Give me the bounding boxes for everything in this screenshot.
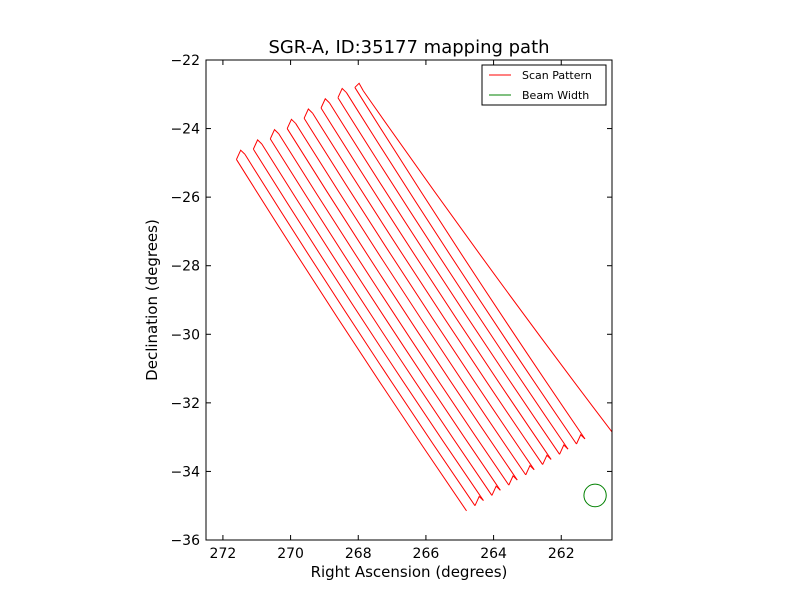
x-tick-label: 262 xyxy=(548,546,575,562)
scan-turnaround xyxy=(354,82,364,92)
y-tick-label: −34 xyxy=(170,464,200,480)
y-axis-label: Declination (degrees) xyxy=(143,219,161,381)
y-tick-label: −24 xyxy=(170,122,200,138)
scan-line xyxy=(244,154,476,506)
scan-line xyxy=(320,107,552,460)
scan-line xyxy=(261,143,493,496)
scan-line xyxy=(362,90,612,433)
x-tick-label: 268 xyxy=(345,546,372,562)
scan-line xyxy=(329,102,560,455)
x-tick-label: 264 xyxy=(480,546,507,562)
scan-turnaround xyxy=(252,139,263,150)
scan-line xyxy=(345,92,577,445)
y-tick-label: −30 xyxy=(170,327,200,343)
beam-width-series xyxy=(583,483,607,508)
x-tick-label: 270 xyxy=(277,546,304,562)
y-tick-label: −28 xyxy=(170,259,200,275)
x-tick-label: 272 xyxy=(210,546,237,562)
y-tick-label: −22 xyxy=(170,53,200,69)
scan-turnaround xyxy=(337,87,347,98)
x-axis-label: Right Ascension (degrees) xyxy=(311,563,508,581)
scan-line xyxy=(286,128,518,481)
scan-turnaround xyxy=(303,108,313,119)
scan-turnaround xyxy=(286,118,297,129)
scan-turnaround xyxy=(320,97,330,109)
scan-turnaround xyxy=(269,128,280,140)
scan-line xyxy=(278,133,510,486)
scan-line xyxy=(236,159,467,512)
legend-entry-scan-pattern: Scan Pattern xyxy=(522,69,592,82)
scan-turnaround xyxy=(235,149,246,160)
y-tick-label: −32 xyxy=(170,396,200,412)
y-axis-ticks: −22 −24 −26 −28 −30 −32 −34 −36 xyxy=(170,53,612,549)
scan-line xyxy=(303,118,535,470)
y-tick-label: −36 xyxy=(170,533,200,549)
legend: Scan Pattern Beam Width xyxy=(481,64,607,106)
scan-line xyxy=(312,112,544,465)
scan-line xyxy=(354,87,586,440)
scan-line xyxy=(269,138,501,491)
y-tick-label: −26 xyxy=(170,190,200,206)
scan-line xyxy=(252,148,484,501)
x-tick-label: 266 xyxy=(413,546,440,562)
legend-box xyxy=(481,64,607,106)
scan-line xyxy=(337,97,569,450)
x-axis-ticks: 272 270 268 266 264 262 xyxy=(210,60,575,562)
legend-entry-beam-width: Beam Width xyxy=(522,89,589,102)
scan-pattern-series xyxy=(235,82,612,512)
beam-width-circle xyxy=(583,483,607,508)
chart-title: SGR-A, ID:35177 mapping path xyxy=(268,37,549,58)
scan-line xyxy=(295,123,527,476)
plot-frame xyxy=(205,59,613,541)
